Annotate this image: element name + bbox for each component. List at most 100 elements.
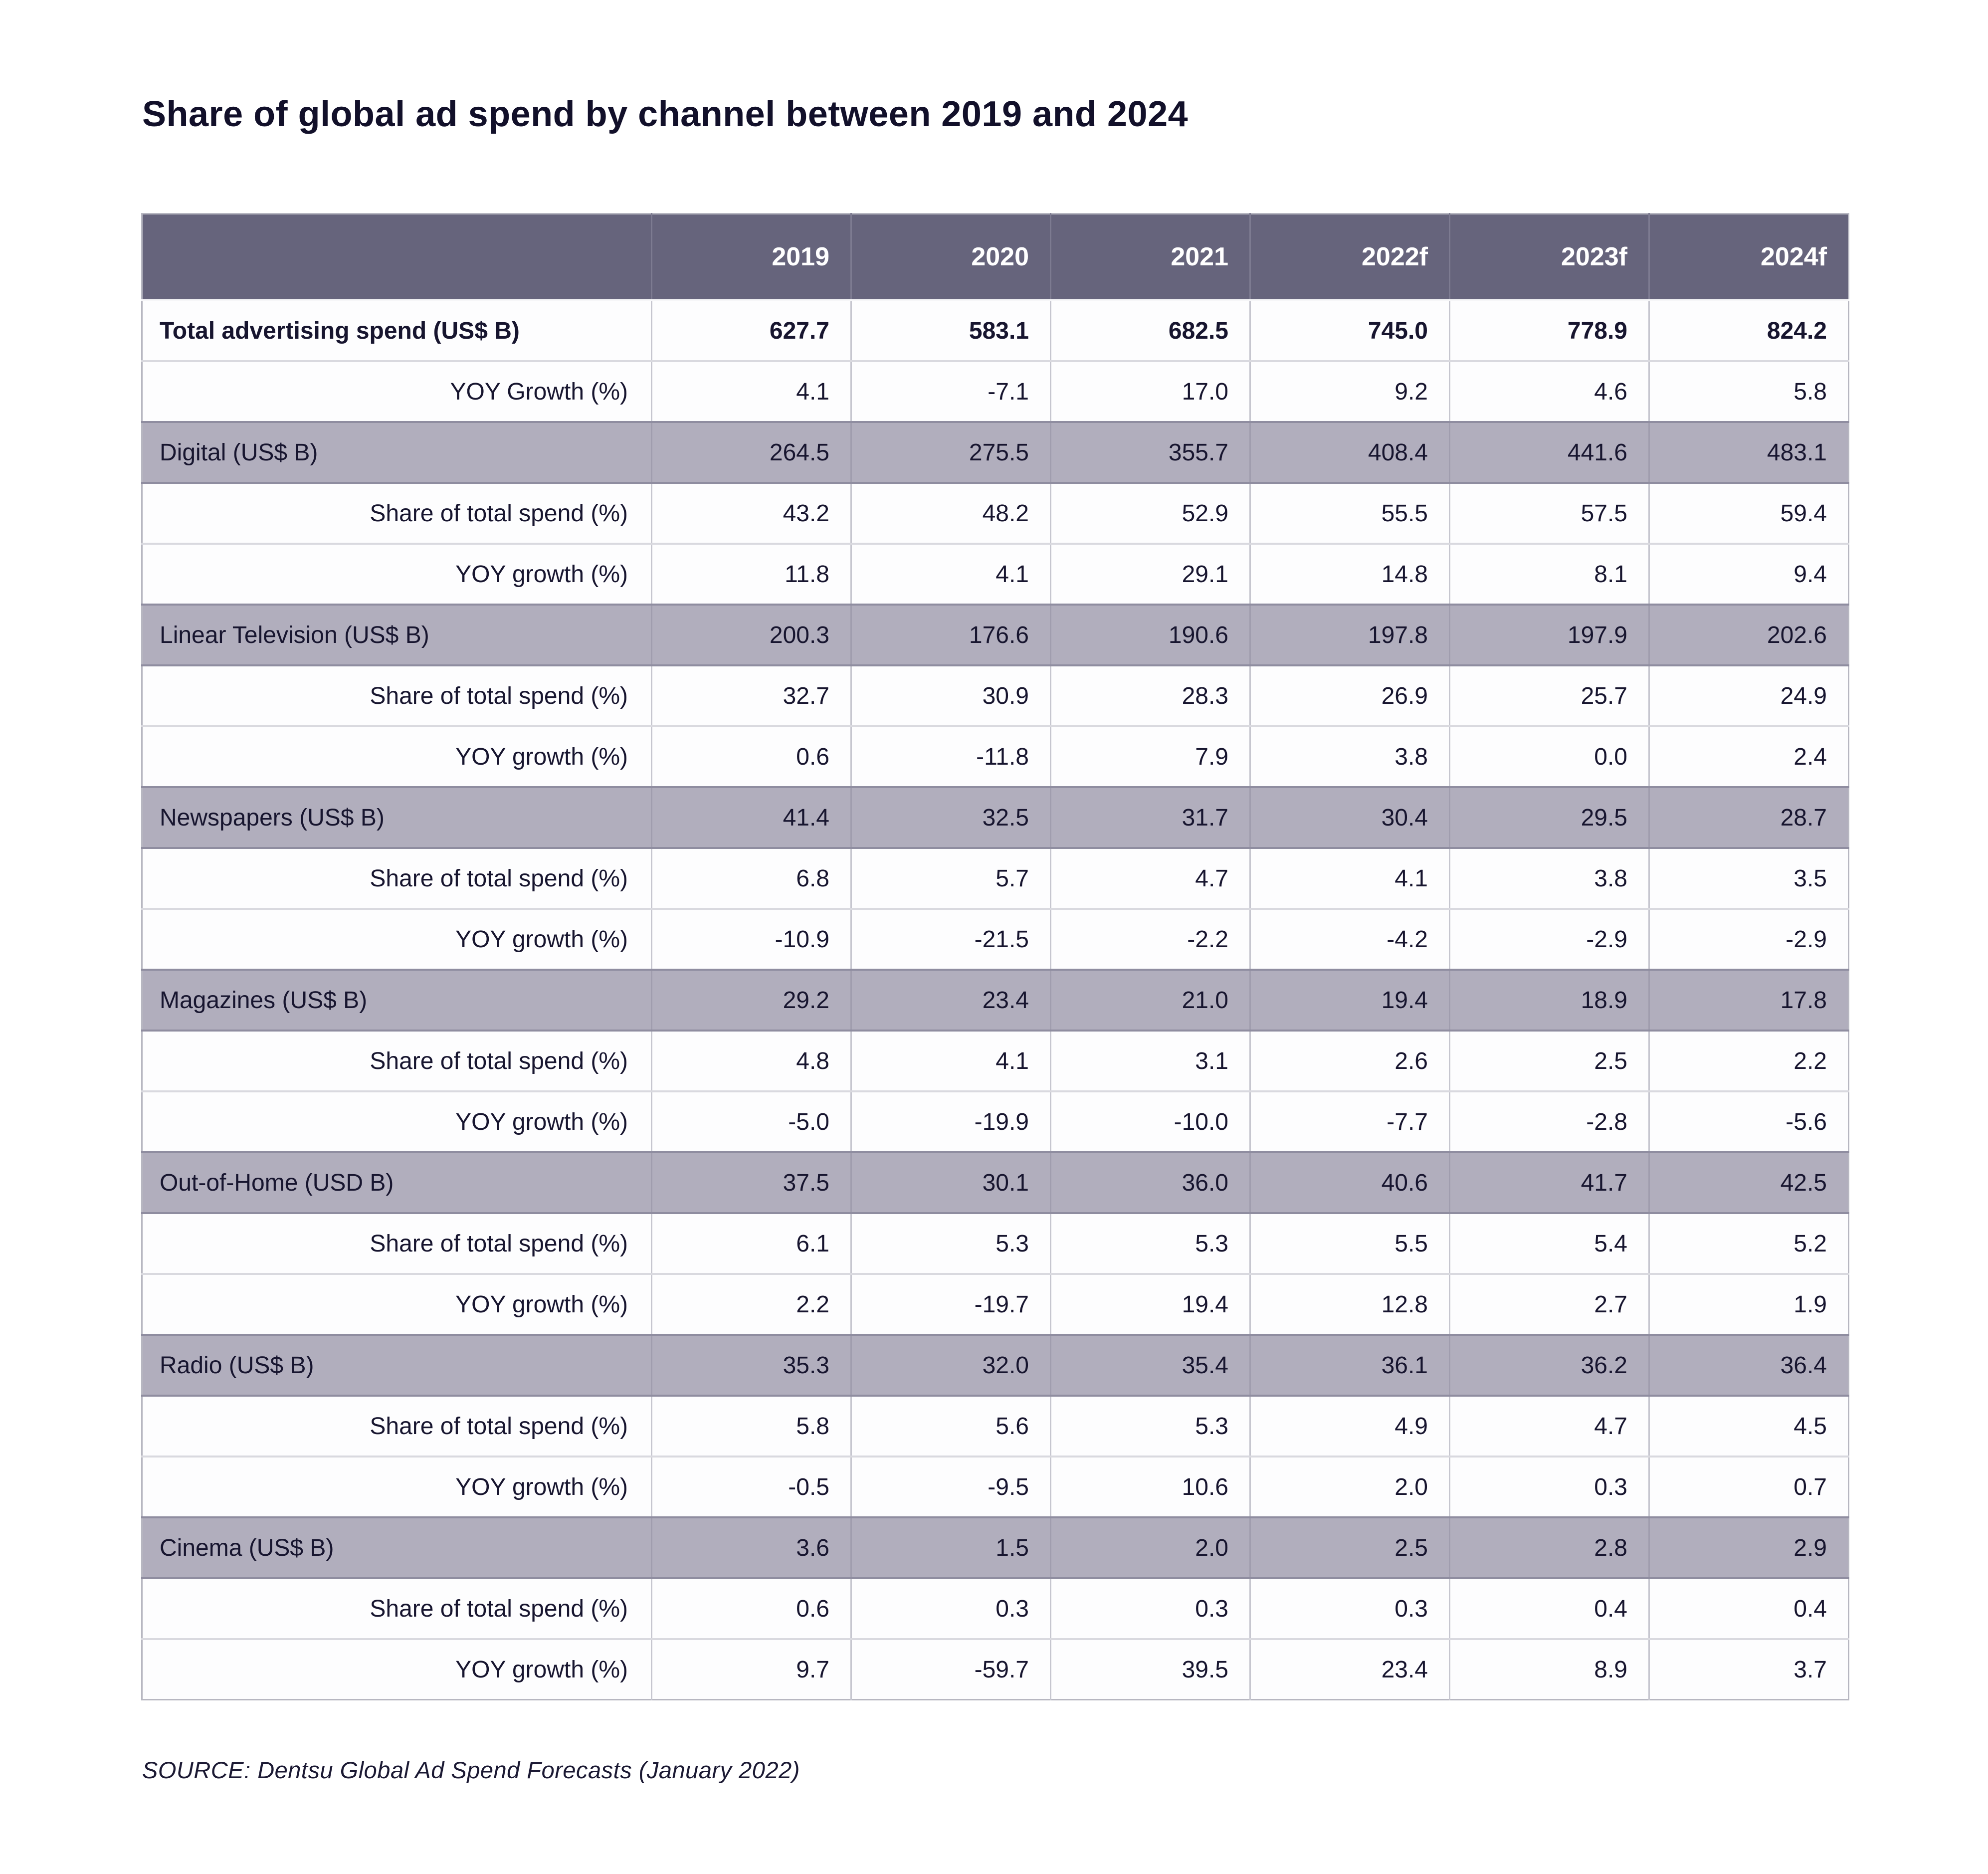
table-cell: 4.5 [1648,1395,1849,1457]
row-label: YOY growth (%) [142,725,652,788]
table-cell: -7.7 [1249,1090,1450,1153]
table-cell: 176.6 [850,604,1051,667]
table-row: Share of total spend (%) 32.7 30.9 28.3 26.9… [142,664,1849,727]
table-cell: -19.9 [850,1090,1051,1153]
row-label: Share of total spend (%) [142,1030,652,1092]
table-cell: 30.1 [850,1151,1051,1215]
row-label: Magazines (US$ B) [142,969,652,1032]
table-cell: 3.6 [651,1516,851,1580]
table-cell: -0.5 [651,1456,851,1518]
table-cell: 2.4 [1648,725,1849,788]
table-cell: 30.4 [1249,786,1450,849]
table-cell: 824.2 [1648,300,1849,362]
table-cell: -11.8 [850,725,1051,788]
row-label: Cinema (US$ B) [142,1516,652,1580]
row-label: YOY growth (%) [142,908,652,970]
year-column-header: 2020 [850,213,1051,302]
table-cell: 48.2 [850,482,1051,544]
table-cell: 31.7 [1050,786,1250,849]
table-cell: 40.6 [1249,1151,1450,1215]
table-cell: 202.6 [1648,604,1849,667]
row-label: Share of total spend (%) [142,847,652,909]
table-row: YOY growth (%) 2.2 -19.7 19.4 12.8 2.7 1.9 [142,1273,1849,1335]
table-cell: 41.7 [1449,1151,1649,1215]
table-cell: -7.1 [850,360,1051,422]
table-row: Out-of-Home (USD B) 37.5 30.1 36.0 40.6 41.7 4… [142,1151,1849,1215]
table-cell: 2.7 [1449,1273,1649,1335]
table-cell: 17.0 [1050,360,1250,422]
table-cell: 29.2 [651,969,851,1032]
table-cell: 4.1 [850,1030,1051,1092]
table-cell: 18.9 [1449,969,1649,1032]
table-cell: 3.8 [1249,725,1450,788]
table-cell: 6.8 [651,847,851,909]
table-cell: 0.3 [1050,1577,1250,1640]
table-cell: 24.9 [1648,664,1849,727]
year-column-header: 2024f [1648,213,1849,302]
year-column-header: 2021 [1050,213,1250,302]
table-body: Total advertising spend (US$ B) 627.7 583.… [142,300,1849,1700]
table-cell: 28.7 [1648,786,1849,849]
table-cell: 0.6 [651,725,851,788]
table-cell: 9.2 [1249,360,1450,422]
table-cell: 0.7 [1648,1456,1849,1518]
table-cell: 190.6 [1050,604,1250,667]
table-cell: 745.0 [1249,300,1450,362]
table-cell: 9.4 [1648,543,1849,605]
table-cell: 39.5 [1050,1638,1250,1700]
table-cell: 4.7 [1449,1395,1649,1457]
table-row: YOY growth (%) -0.5 -9.5 10.6 2.0 0.3 0.7 [142,1456,1849,1518]
table-cell: 4.9 [1249,1395,1450,1457]
table-cell: 10.6 [1050,1456,1250,1518]
table-cell: 4.1 [1249,847,1450,909]
table-cell: 4.7 [1050,847,1250,909]
table-row: YOY growth (%) -5.0 -19.9 -10.0 -7.7 -2.8 -5.6 [142,1090,1849,1153]
table-cell: -59.7 [850,1638,1051,1700]
table-cell: -21.5 [850,908,1051,970]
table-cell: 36.0 [1050,1151,1250,1215]
ad-spend-table: 2019 2020 2021 2022f 2023f 2024f Total advert… [141,213,1849,1701]
table-row: YOY Growth (%) 4.1 -7.1 17.0 9.2 4.6 5.8 [142,360,1849,422]
table-cell: 682.5 [1050,300,1250,362]
table-row: Share of total spend (%) 6.1 5.3 5.3 5.5 5.4 5… [142,1212,1849,1274]
table-cell: 8.9 [1449,1638,1649,1700]
row-label: YOY growth (%) [142,1638,652,1700]
table-cell: 21.0 [1050,969,1250,1032]
table-cell: 35.4 [1050,1334,1250,1397]
table-cell: 59.4 [1648,482,1849,544]
row-label: YOY growth (%) [142,1456,652,1518]
row-label: Linear Television (US$ B) [142,604,652,667]
table-cell: 0.3 [850,1577,1051,1640]
table-cell: 30.9 [850,664,1051,727]
table-cell: 29.1 [1050,543,1250,605]
row-label: Newspapers (US$ B) [142,786,652,849]
table-cell: 5.8 [1648,360,1849,422]
table-row: Radio (US$ B) 35.3 32.0 35.4 36.1 36.2 36.4 [142,1334,1849,1397]
table-cell: 2.2 [651,1273,851,1335]
table-cell: 25.7 [1449,664,1649,727]
table-cell: 23.4 [1249,1638,1450,1700]
table-cell: 0.3 [1449,1456,1649,1518]
table-cell: 1.9 [1648,1273,1849,1335]
table-cell: 23.4 [850,969,1051,1032]
table-cell: 197.9 [1449,604,1649,667]
table-cell: 483.1 [1648,421,1849,484]
table-row: Digital (US$ B) 264.5 275.5 355.7 408.4 441.6… [142,421,1849,484]
table-cell: 19.4 [1249,969,1450,1032]
table-cell: 0.4 [1449,1577,1649,1640]
table-cell: 35.3 [651,1334,851,1397]
table-cell: 3.1 [1050,1030,1250,1092]
table-cell: 1.5 [850,1516,1051,1580]
table-cell: 41.4 [651,786,851,849]
table-cell: 355.7 [1050,421,1250,484]
table-cell: 52.9 [1050,482,1250,544]
table-cell: 627.7 [651,300,851,362]
table-cell: 200.3 [651,604,851,667]
row-label: Share of total spend (%) [142,1212,652,1274]
table-row: YOY growth (%) 0.6 -11.8 7.9 3.8 0.0 2.4 [142,725,1849,788]
table-cell: 5.3 [1050,1212,1250,1274]
row-label: Radio (US$ B) [142,1334,652,1397]
table-row: Magazines (US$ B) 29.2 23.4 21.0 19.4 18.9 17.… [142,969,1849,1032]
row-label: Share of total spend (%) [142,1577,652,1640]
table-cell: 36.1 [1249,1334,1450,1397]
